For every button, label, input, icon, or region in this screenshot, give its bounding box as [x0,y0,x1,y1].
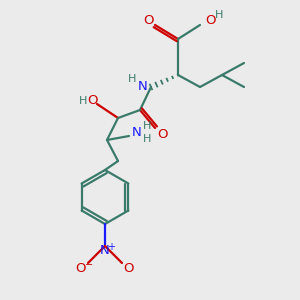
Text: N: N [100,244,110,257]
Text: +: + [107,242,115,252]
Text: N: N [132,125,142,139]
Text: O: O [157,128,167,140]
Text: H: H [128,74,136,84]
Text: H: H [143,121,151,131]
Text: N: N [138,80,148,92]
Text: H: H [215,10,223,20]
Text: O: O [124,262,134,275]
Text: O: O [87,94,97,107]
Text: O: O [76,262,86,275]
Text: O: O [205,14,215,26]
Text: H: H [143,134,151,144]
Text: O: O [143,14,153,28]
Text: H: H [79,96,87,106]
Text: −: − [85,260,93,270]
